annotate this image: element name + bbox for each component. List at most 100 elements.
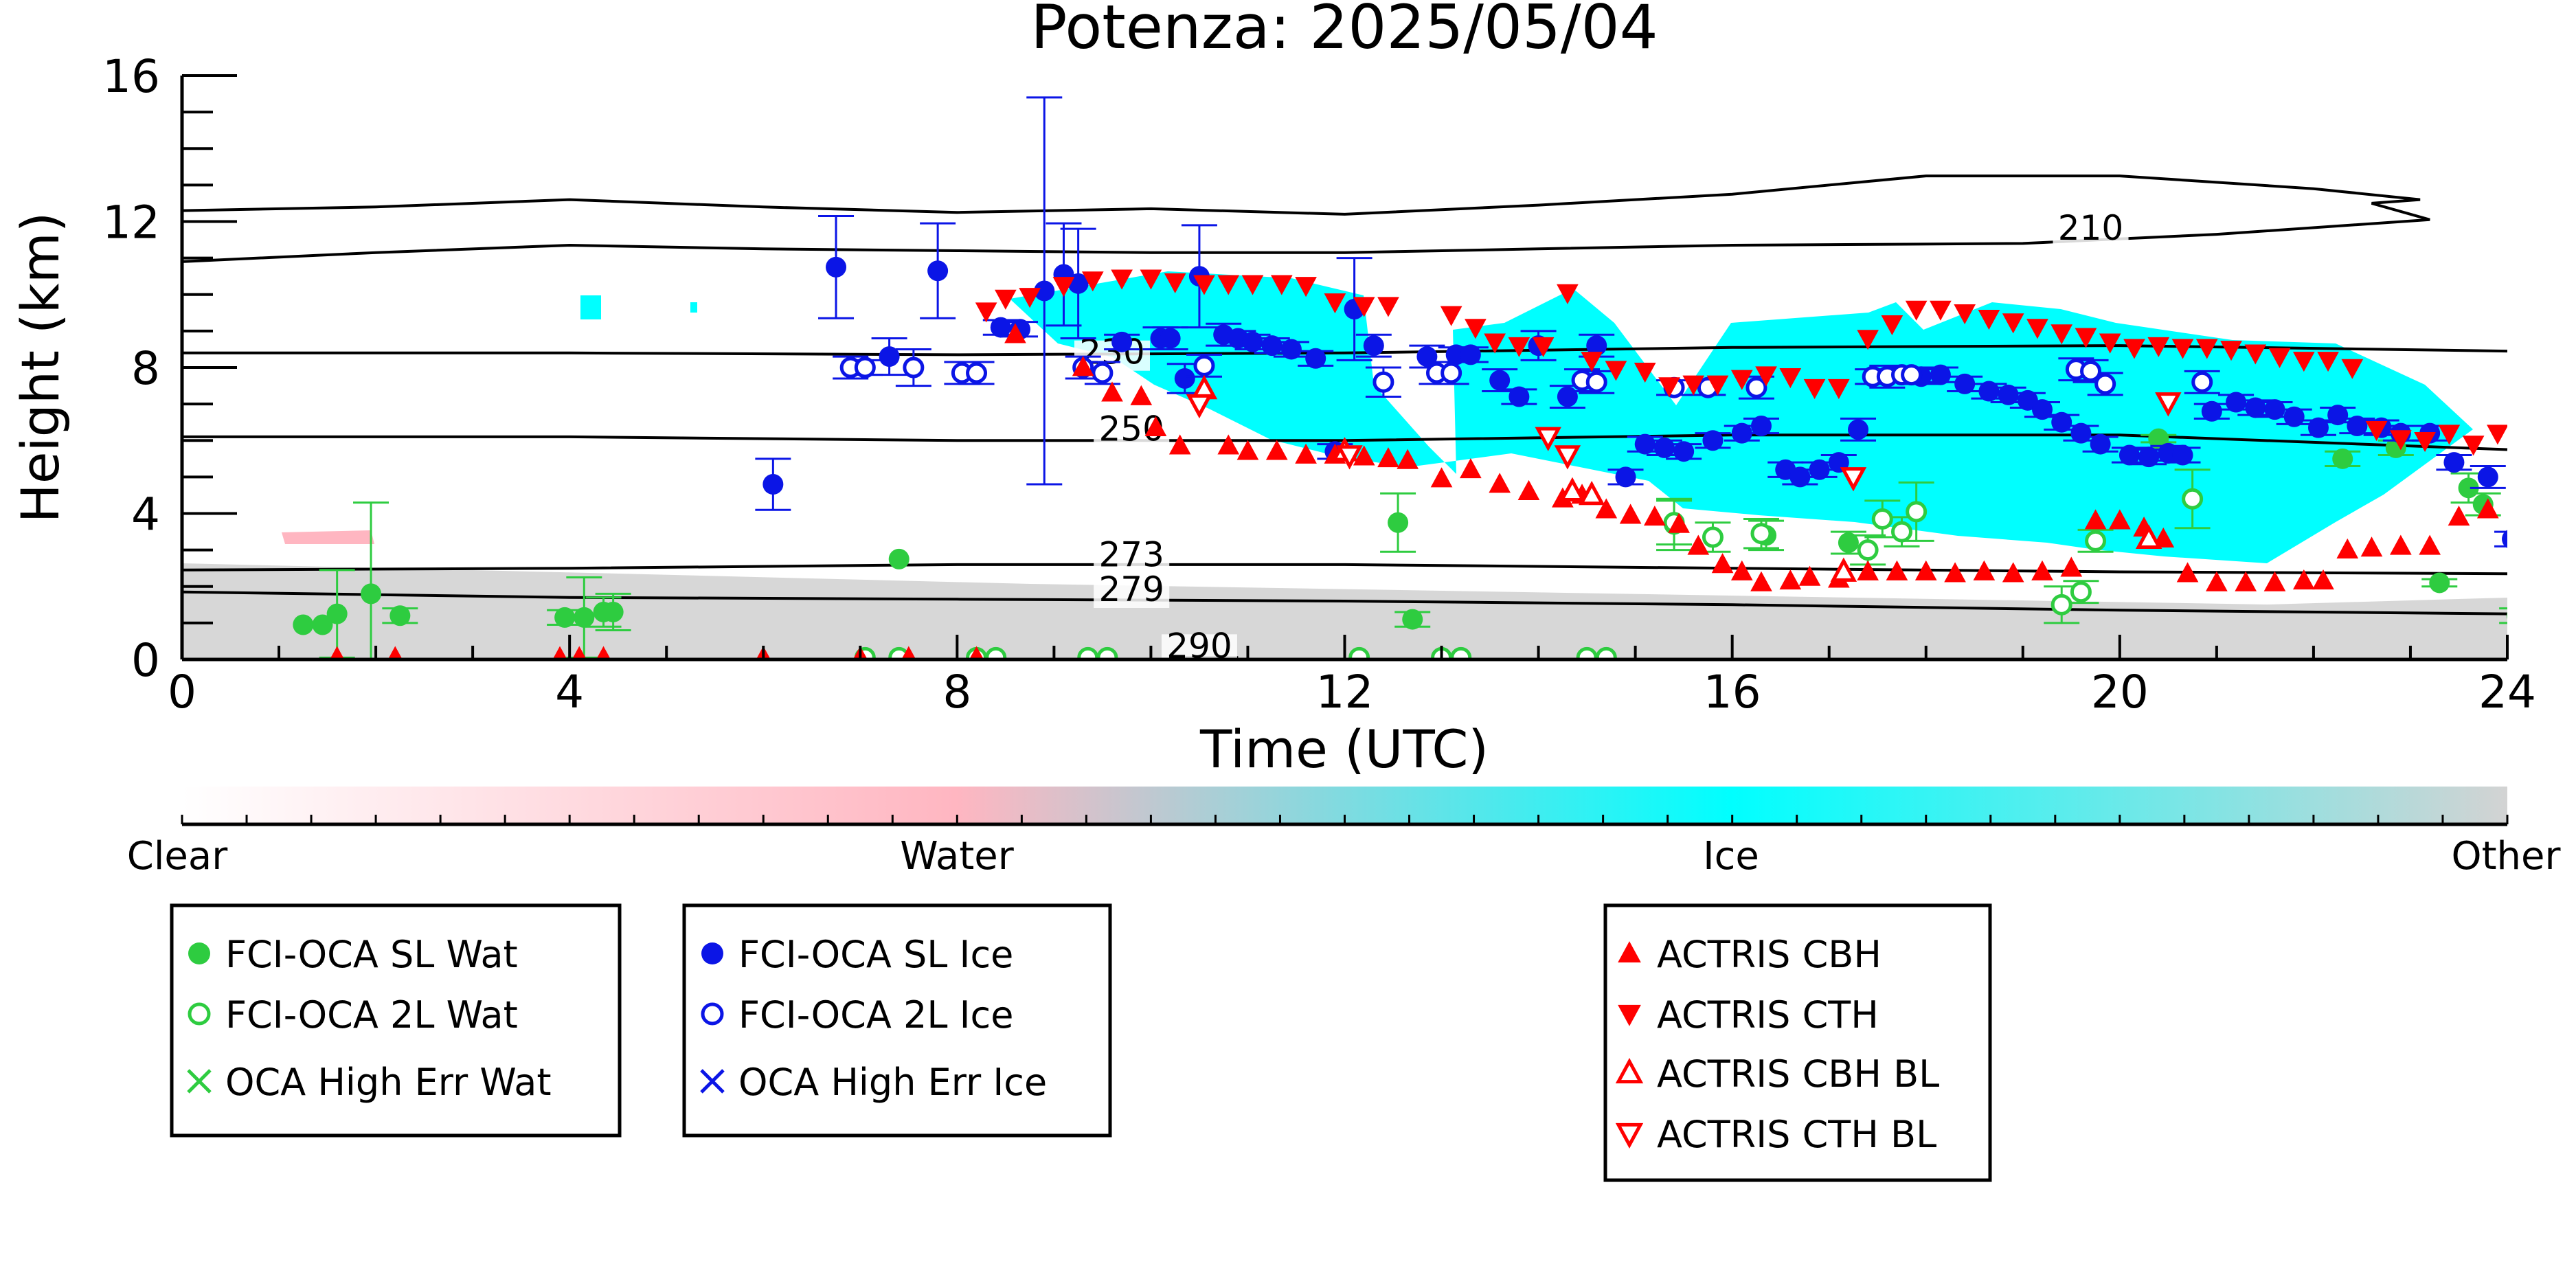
point-marker bbox=[2002, 562, 2024, 583]
point-marker bbox=[1460, 457, 1482, 479]
x-tick-label: 20 bbox=[2091, 666, 2149, 719]
point-marker bbox=[1186, 394, 1213, 419]
point-marker bbox=[1096, 646, 1118, 659]
point-marker bbox=[1484, 333, 1506, 354]
x-tick-label: 8 bbox=[942, 666, 971, 719]
point-marker bbox=[2283, 406, 2305, 427]
point-marker bbox=[1242, 331, 1263, 352]
point-marker bbox=[1174, 368, 1195, 389]
point-marker bbox=[1236, 440, 1259, 460]
point-marker bbox=[1954, 373, 1976, 394]
point-marker bbox=[1092, 362, 1114, 384]
legend-marker-cbh bbox=[1618, 941, 1641, 963]
point-marker bbox=[1615, 466, 1636, 488]
point-marker bbox=[1730, 560, 1753, 580]
legend-ice: FCI-OCA SL Ice FCI-OCA 2L Ice OCA High E… bbox=[682, 903, 1112, 1138]
point-marker bbox=[1377, 297, 1399, 317]
point-marker bbox=[1789, 466, 1811, 488]
point-marker bbox=[1830, 557, 1857, 582]
point-marker bbox=[2172, 444, 2193, 466]
colorbar-label-clear: Clear bbox=[127, 834, 228, 879]
point-marker bbox=[1295, 277, 1317, 297]
point-marker bbox=[1576, 646, 1598, 659]
legend-label-cth-bl: ACTRIS CTH BL bbox=[1657, 1113, 1936, 1156]
legend-actris: ACTRIS CBH ACTRIS CTH ACTRIS CBH BL ACTR… bbox=[1603, 903, 1992, 1182]
point-marker bbox=[1730, 370, 1753, 390]
point-marker bbox=[1402, 609, 1423, 630]
legend-marker-cbh-bl bbox=[1615, 1057, 1644, 1084]
point-marker bbox=[1557, 284, 1579, 304]
point-marker bbox=[1559, 477, 1586, 501]
point-marker bbox=[1241, 275, 1264, 295]
y-tick-label: 8 bbox=[131, 342, 160, 395]
point-marker bbox=[2032, 399, 2053, 420]
point-marker bbox=[1363, 335, 1384, 357]
point-marker bbox=[903, 357, 925, 379]
point-marker bbox=[1336, 445, 1363, 470]
point-marker bbox=[2507, 605, 2527, 626]
point-marker bbox=[361, 583, 382, 605]
point-marker bbox=[2182, 488, 2204, 510]
legend-label-higherr-ice: OCA High Err Ice bbox=[738, 1061, 1047, 1104]
point-marker bbox=[2050, 324, 2073, 345]
point-marker bbox=[1978, 381, 2000, 402]
point-marker bbox=[2084, 509, 2107, 530]
point-marker bbox=[879, 346, 900, 368]
point-marker bbox=[2312, 569, 2334, 590]
point-marker bbox=[2476, 498, 2499, 519]
point-marker bbox=[1101, 381, 1123, 402]
point-marker bbox=[1702, 430, 1724, 451]
legend-marker-cth-bl bbox=[1615, 1122, 1644, 1149]
point-marker bbox=[2060, 556, 2083, 577]
point-marker bbox=[1261, 335, 1283, 357]
point-marker bbox=[554, 607, 576, 628]
point-marker bbox=[2264, 399, 2285, 420]
point-marker bbox=[1755, 366, 1777, 387]
point-marker bbox=[927, 260, 949, 282]
point-marker bbox=[995, 289, 1017, 310]
point-marker bbox=[1578, 480, 1605, 506]
point-marker bbox=[2438, 425, 2461, 445]
point-marker bbox=[1164, 273, 1186, 293]
point-marker bbox=[2026, 319, 2048, 339]
point-marker bbox=[1901, 364, 1923, 386]
point-marker bbox=[1643, 506, 1666, 526]
point-marker bbox=[1554, 445, 1581, 470]
point-marker bbox=[1081, 271, 1104, 292]
legend-marker-sl-wat bbox=[188, 942, 210, 964]
x-tick-label: 12 bbox=[1316, 666, 1374, 719]
point-marker bbox=[1586, 335, 1607, 357]
legend-water: FCI-OCA SL Wat FCI-OCA 2L Wat OCA High E… bbox=[170, 903, 622, 1138]
point-marker bbox=[574, 607, 595, 628]
point-marker bbox=[1750, 571, 1772, 591]
legend-label-cbh: ACTRIS CBH bbox=[1657, 933, 1882, 976]
x-tick-label: 24 bbox=[2478, 666, 2536, 719]
point-marker bbox=[1465, 319, 1487, 339]
legend-label-higherr-wat: OCA High Err Wat bbox=[225, 1061, 552, 1104]
legend-marker-higherr-ice bbox=[700, 1069, 725, 1094]
point-marker bbox=[1377, 447, 1399, 468]
legend-label-2l-wat: FCI-OCA 2L Wat bbox=[225, 993, 518, 1037]
series-layer bbox=[293, 96, 2527, 659]
point-marker bbox=[854, 357, 876, 379]
point-marker bbox=[1595, 646, 1617, 659]
point-marker bbox=[1581, 352, 1603, 372]
point-marker bbox=[2307, 417, 2329, 438]
point-marker bbox=[1193, 275, 1215, 295]
point-marker bbox=[2332, 448, 2353, 469]
contour-label-bg bbox=[2053, 216, 2129, 247]
x-tick-label: 16 bbox=[1704, 666, 1761, 719]
point-marker bbox=[2123, 339, 2145, 359]
point-marker bbox=[1372, 371, 1394, 393]
point-marker bbox=[1217, 434, 1240, 455]
series-actris-cth bbox=[975, 269, 2507, 456]
point-marker bbox=[1348, 646, 1370, 659]
point-marker bbox=[187, 1069, 212, 1094]
point-marker bbox=[2365, 421, 2388, 442]
point-marker bbox=[1809, 459, 1830, 480]
chart-title: Potenza: 2025/05/04 bbox=[1030, 0, 1658, 63]
point-marker bbox=[1634, 363, 1656, 383]
legend-marker-higherr-wat bbox=[187, 1069, 212, 1094]
point-marker bbox=[1857, 330, 1879, 350]
point-marker bbox=[2390, 534, 2412, 555]
